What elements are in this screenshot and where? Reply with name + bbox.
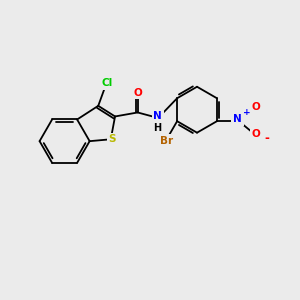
Text: Cl: Cl [101,78,112,88]
Text: O: O [252,129,260,140]
Text: +: + [243,108,251,117]
Text: -: - [264,132,269,145]
Text: O: O [133,88,142,98]
Text: S: S [109,134,116,144]
Text: N: N [153,112,162,122]
Text: N: N [233,114,242,124]
Text: H: H [154,123,162,133]
Text: O: O [252,102,260,112]
Text: Br: Br [160,136,172,146]
